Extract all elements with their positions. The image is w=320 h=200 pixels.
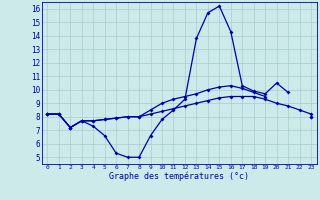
X-axis label: Graphe des températures (°c): Graphe des températures (°c) (109, 172, 249, 181)
